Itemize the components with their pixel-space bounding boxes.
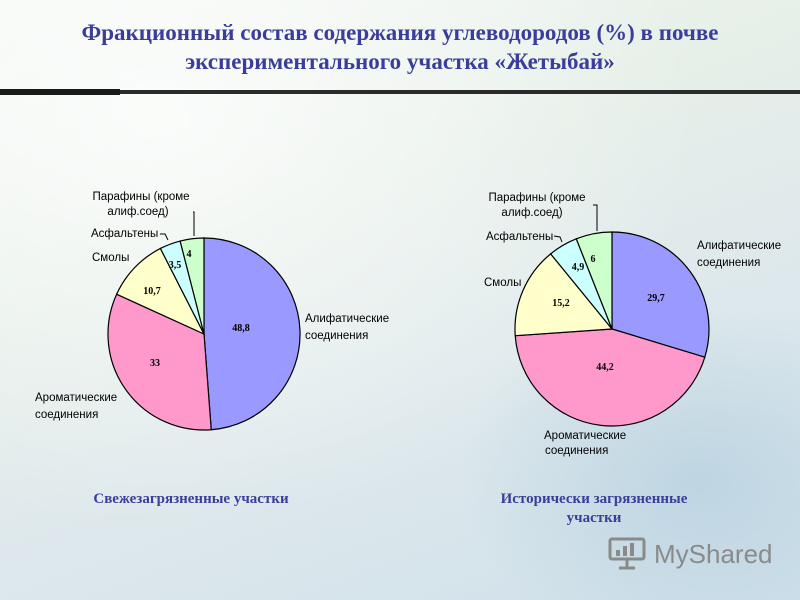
pie-value-label: 4 [187, 249, 192, 260]
pie-value-label: 4,9 [572, 262, 585, 273]
pie-value-label: 6 [591, 254, 596, 265]
pie-category-label: Алифатические [697, 240, 781, 252]
pie-value-label: 15,2 [552, 298, 570, 309]
pie-value-label: 48,8 [232, 323, 250, 334]
pie-chart-historic: 29,7 Алифатические соединения 44,2 Ароматиче… [484, 192, 781, 457]
pie-leader-line [593, 204, 598, 231]
pie-category-label: алиф.соед) [501, 207, 562, 219]
pie-value-label: 29,7 [647, 293, 665, 304]
pie-category-label: Асфальтены [486, 231, 553, 243]
pie-leader-line [160, 233, 169, 241]
pie-category-label: Смолы [92, 252, 129, 264]
title-divider [0, 90, 800, 94]
pie-category-label: Асфальтены [91, 228, 158, 240]
pie-value-label: 10,7 [143, 286, 161, 297]
pie-slice-paraffins [179, 237, 205, 335]
pie-category-label: Ароматические [544, 430, 626, 442]
pie-category-label: Алифатические [305, 313, 389, 325]
slide-title: Фракционный состав содержания углеводоро… [81, 20, 719, 74]
pie-slice-aromatic [107, 293, 212, 431]
pie-slice-paraffins [575, 231, 613, 330]
pie-chart-fresh: 48,8 Алифатические соединения 33 Ароматическ… [35, 191, 389, 431]
logo-text: MyShared [654, 538, 773, 569]
pie-category-label: соединения [697, 257, 760, 269]
pie-slice-resins [514, 253, 614, 337]
pie-category-label: Парафины (кроме [92, 191, 189, 203]
pie-category-label: соединения [545, 445, 608, 457]
pie-leader-line [553, 235, 563, 243]
chart-caption-historic: Исторически загрязненные участки [500, 491, 688, 526]
pie-value-label: 3,5 [169, 260, 182, 271]
pie-value-label: 44,2 [596, 362, 614, 373]
pie-value-label: 33 [150, 358, 160, 369]
pie-leader-line [193, 211, 195, 236]
title-divider-accent [0, 89, 120, 95]
chart-caption-fresh: Свежезагрязненные участки [93, 491, 289, 507]
pie-category-label: Ароматические [35, 392, 117, 404]
pie-slice-aliphatic [611, 231, 710, 358]
pie-slice-aliphatic [203, 237, 301, 431]
presentation-board-icon [608, 537, 646, 570]
pie-category-label: соединения [35, 409, 98, 421]
pie-category-label: Парафины (кроме [488, 192, 585, 204]
pie-category-label: Смолы [484, 277, 521, 289]
pie-category-label: соединения [305, 330, 368, 342]
pie-category-label: алиф.соед) [107, 206, 168, 218]
myshared-logo: MyShared [608, 536, 773, 572]
pie-slice-aromatic [514, 328, 706, 427]
